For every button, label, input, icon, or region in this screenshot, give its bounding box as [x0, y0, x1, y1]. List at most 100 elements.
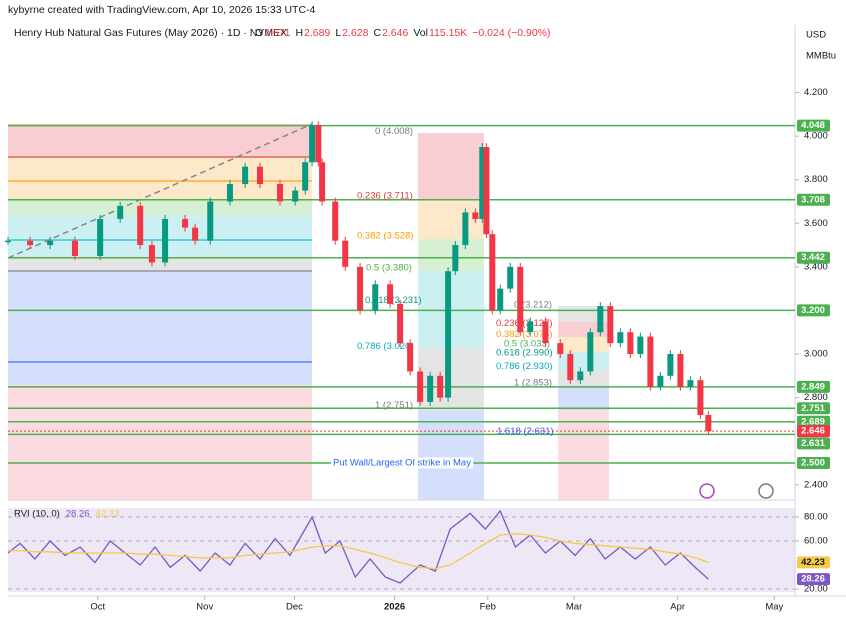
candle [577, 371, 584, 381]
ohlc-label: C [373, 27, 381, 39]
candle [445, 271, 452, 398]
candle [357, 266, 364, 311]
candle [226, 184, 233, 202]
candle [117, 205, 124, 219]
fib-label: 0.382 (3.075) [496, 329, 553, 340]
y-tick-label: 3.600 [804, 218, 828, 229]
y-tick-label: 60.00 [804, 536, 828, 547]
level-label: 3.200 [801, 305, 825, 316]
candle [407, 343, 414, 372]
candle [637, 336, 644, 355]
candle [517, 266, 524, 333]
candle [607, 306, 614, 344]
level-label: 2.849 [801, 381, 825, 392]
candle [192, 227, 199, 241]
icon[interactable] [758, 483, 774, 499]
zone [418, 133, 484, 199]
y-tick-label: 3.800 [804, 174, 828, 185]
level-label: 2.751 [801, 403, 825, 414]
candle [387, 284, 394, 304]
y-tick-label: 4.200 [804, 87, 828, 98]
icon[interactable] [699, 483, 715, 499]
ohlc-value: 2.689 [304, 27, 330, 39]
label-bg [331, 457, 474, 469]
zone [418, 410, 484, 500]
legend-entry: 28.26 [66, 509, 90, 520]
value-badge [797, 573, 830, 586]
candle [342, 240, 349, 267]
fib-label: 0.5 (3.380) [366, 263, 412, 274]
unit: MMBtu [806, 51, 836, 62]
ohlc-label: O [255, 27, 263, 39]
ohlc-value: 2.628 [342, 27, 368, 39]
ohlc-label: H [295, 27, 303, 39]
ohlc-value: −0.024 (−0.90%) [472, 27, 550, 39]
candle [527, 321, 534, 333]
candle [437, 375, 444, 398]
candle [162, 218, 169, 263]
candle [497, 288, 504, 311]
level-label: 3.442 [801, 252, 825, 263]
candle [207, 201, 214, 241]
zone [418, 199, 484, 239]
candle [27, 240, 34, 246]
candle [302, 162, 309, 191]
candle [483, 147, 490, 235]
candle [542, 321, 549, 344]
candle [597, 306, 604, 333]
ohlc-value: 2.671 [264, 27, 290, 39]
currency: USD [806, 30, 826, 41]
ohlc: O 2.671 H 2.689 L 2.628 C 2.646 Vol 115.15K −0.024… [255, 27, 551, 39]
fib-label: 0.786 (3.020) [357, 341, 414, 352]
candle [677, 354, 684, 387]
value-badge-label: 28.26 [801, 574, 825, 585]
fib-label: 0 (4.008) [375, 126, 413, 137]
fib-label: 0.5 (3.033) [504, 338, 550, 349]
zones [7, 123, 609, 500]
candle [647, 336, 654, 387]
ohlc-label: Vol [413, 27, 428, 39]
zone [8, 385, 312, 500]
fib-label: 0.236 (3.711) [357, 191, 413, 202]
candle [697, 380, 704, 416]
candle [489, 234, 496, 311]
fib-label: Put Wall/Largest OI strike in May [333, 457, 471, 468]
value-badge [797, 556, 830, 569]
y-tick-label: 20.00 [804, 584, 828, 595]
candle [427, 375, 434, 402]
ohlc-value: 115.15K [429, 27, 467, 39]
candle [137, 205, 144, 246]
zone [8, 271, 312, 385]
candle [687, 380, 694, 387]
candle [479, 147, 486, 219]
x-tick-label: May [765, 602, 783, 613]
trend-line [7, 123, 313, 259]
fib-label: 1 (2.751) [375, 400, 413, 411]
candle [319, 162, 326, 202]
candle [5, 240, 11, 243]
candle [182, 218, 189, 228]
y-tick-label: 4.000 [804, 131, 828, 142]
zone [558, 352, 609, 370]
price-badge [797, 425, 830, 438]
symbol: Henry Hub Natural Gas Futures (May 2026)… [14, 27, 287, 39]
candle [452, 245, 459, 272]
level-label: 4.048 [801, 120, 825, 131]
candle [617, 332, 624, 344]
candle [148, 245, 155, 263]
legend-entry: 42.23 [96, 509, 120, 520]
x-tick-label: Apr [670, 602, 685, 613]
x-tick-label: Nov [196, 602, 213, 613]
rvi-line [8, 533, 709, 570]
x-tick-label: Oct [90, 602, 105, 613]
fib-label: 0.618 (2.990) [496, 348, 553, 359]
fib-label: 1 (2.853) [514, 378, 552, 389]
fib-label: 0.236 (3.127) [496, 318, 553, 329]
candle [417, 371, 424, 402]
level-badge [797, 415, 830, 428]
candle [276, 184, 283, 202]
x-tick-label: 2026 [384, 602, 405, 613]
y-tick-label: 2.400 [804, 479, 828, 490]
candle [657, 375, 664, 387]
